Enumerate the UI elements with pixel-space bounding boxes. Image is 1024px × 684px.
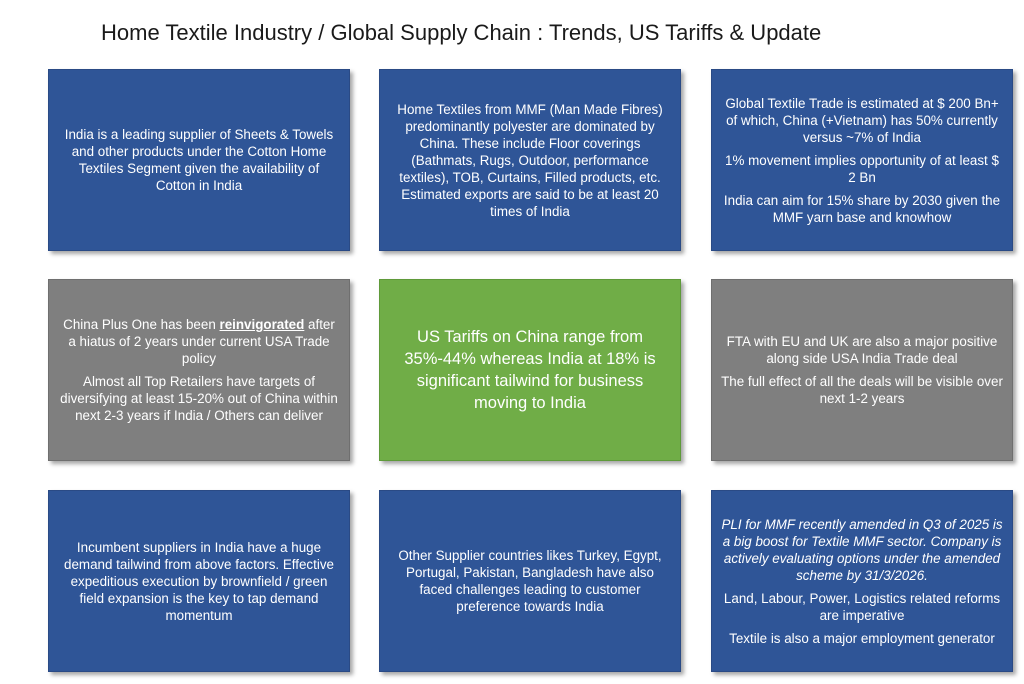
india-supplier-box: India is a leading supplier of Sheets & … [48,69,350,251]
incumbent-text: Incumbent suppliers in India have a huge… [64,539,334,623]
fta-text-1: FTA with EU and UK are also a major posi… [726,334,998,366]
china-plus-one-text-1b: after a hiatus of 2 years under current … [68,317,335,366]
pli-text-1: PLI for MMF recently amended in Q3 of 20… [721,516,1003,583]
india-supplier-text: India is a leading supplier of Sheets & … [64,127,334,193]
china-plus-one-text-1: China Plus One has been reinvigorated af… [58,316,340,367]
pli-text-2: Land, Labour, Power, Logistics related r… [723,590,1001,623]
china-plus-one-box: China Plus One has been reinvigorated af… [48,279,350,461]
reinvigorated-emphasis: reinvigorated [219,317,305,332]
fta-box: FTA with EU and UK are also a major posi… [711,279,1013,461]
global-trade-text-3: India can aim for 15% share by 2030 give… [723,192,1001,225]
pli-box: PLI for MMF recently amended in Q3 of 20… [711,490,1013,672]
global-trade-box: Global Textile Trade is estimated at $ 2… [711,69,1013,251]
incumbent-box: Incumbent suppliers in India have a huge… [48,490,350,672]
other-suppliers-box: Other Supplier countries likes Turkey, E… [379,490,681,672]
china-plus-one-text-1a: China Plus One has been [63,317,220,332]
page-title: Home Textile Industry / Global Supply Ch… [101,20,822,45]
other-suppliers-text: Other Supplier countries likes Turkey, E… [398,548,662,614]
global-trade-text-1: Global Textile Trade is estimated at $ 2… [725,95,999,145]
mmf-china-text: Home Textiles from MMF (Man Made Fibres)… [397,101,663,219]
fta-text-2: The full effect of all the deals will be… [721,374,1003,406]
mmf-china-box: Home Textiles from MMF (Man Made Fibres)… [379,69,681,251]
us-tariffs-box: US Tariffs on China range from 35%-44% w… [379,279,681,461]
us-tariffs-text: US Tariffs on China range from 35%-44% w… [404,328,656,412]
global-trade-text-2: 1% movement implies opportunity of at le… [725,152,999,185]
pli-text-3: Textile is also a major employment gener… [729,630,995,646]
china-plus-one-text-2: Almost all Top Retailers have targets of… [60,374,338,423]
